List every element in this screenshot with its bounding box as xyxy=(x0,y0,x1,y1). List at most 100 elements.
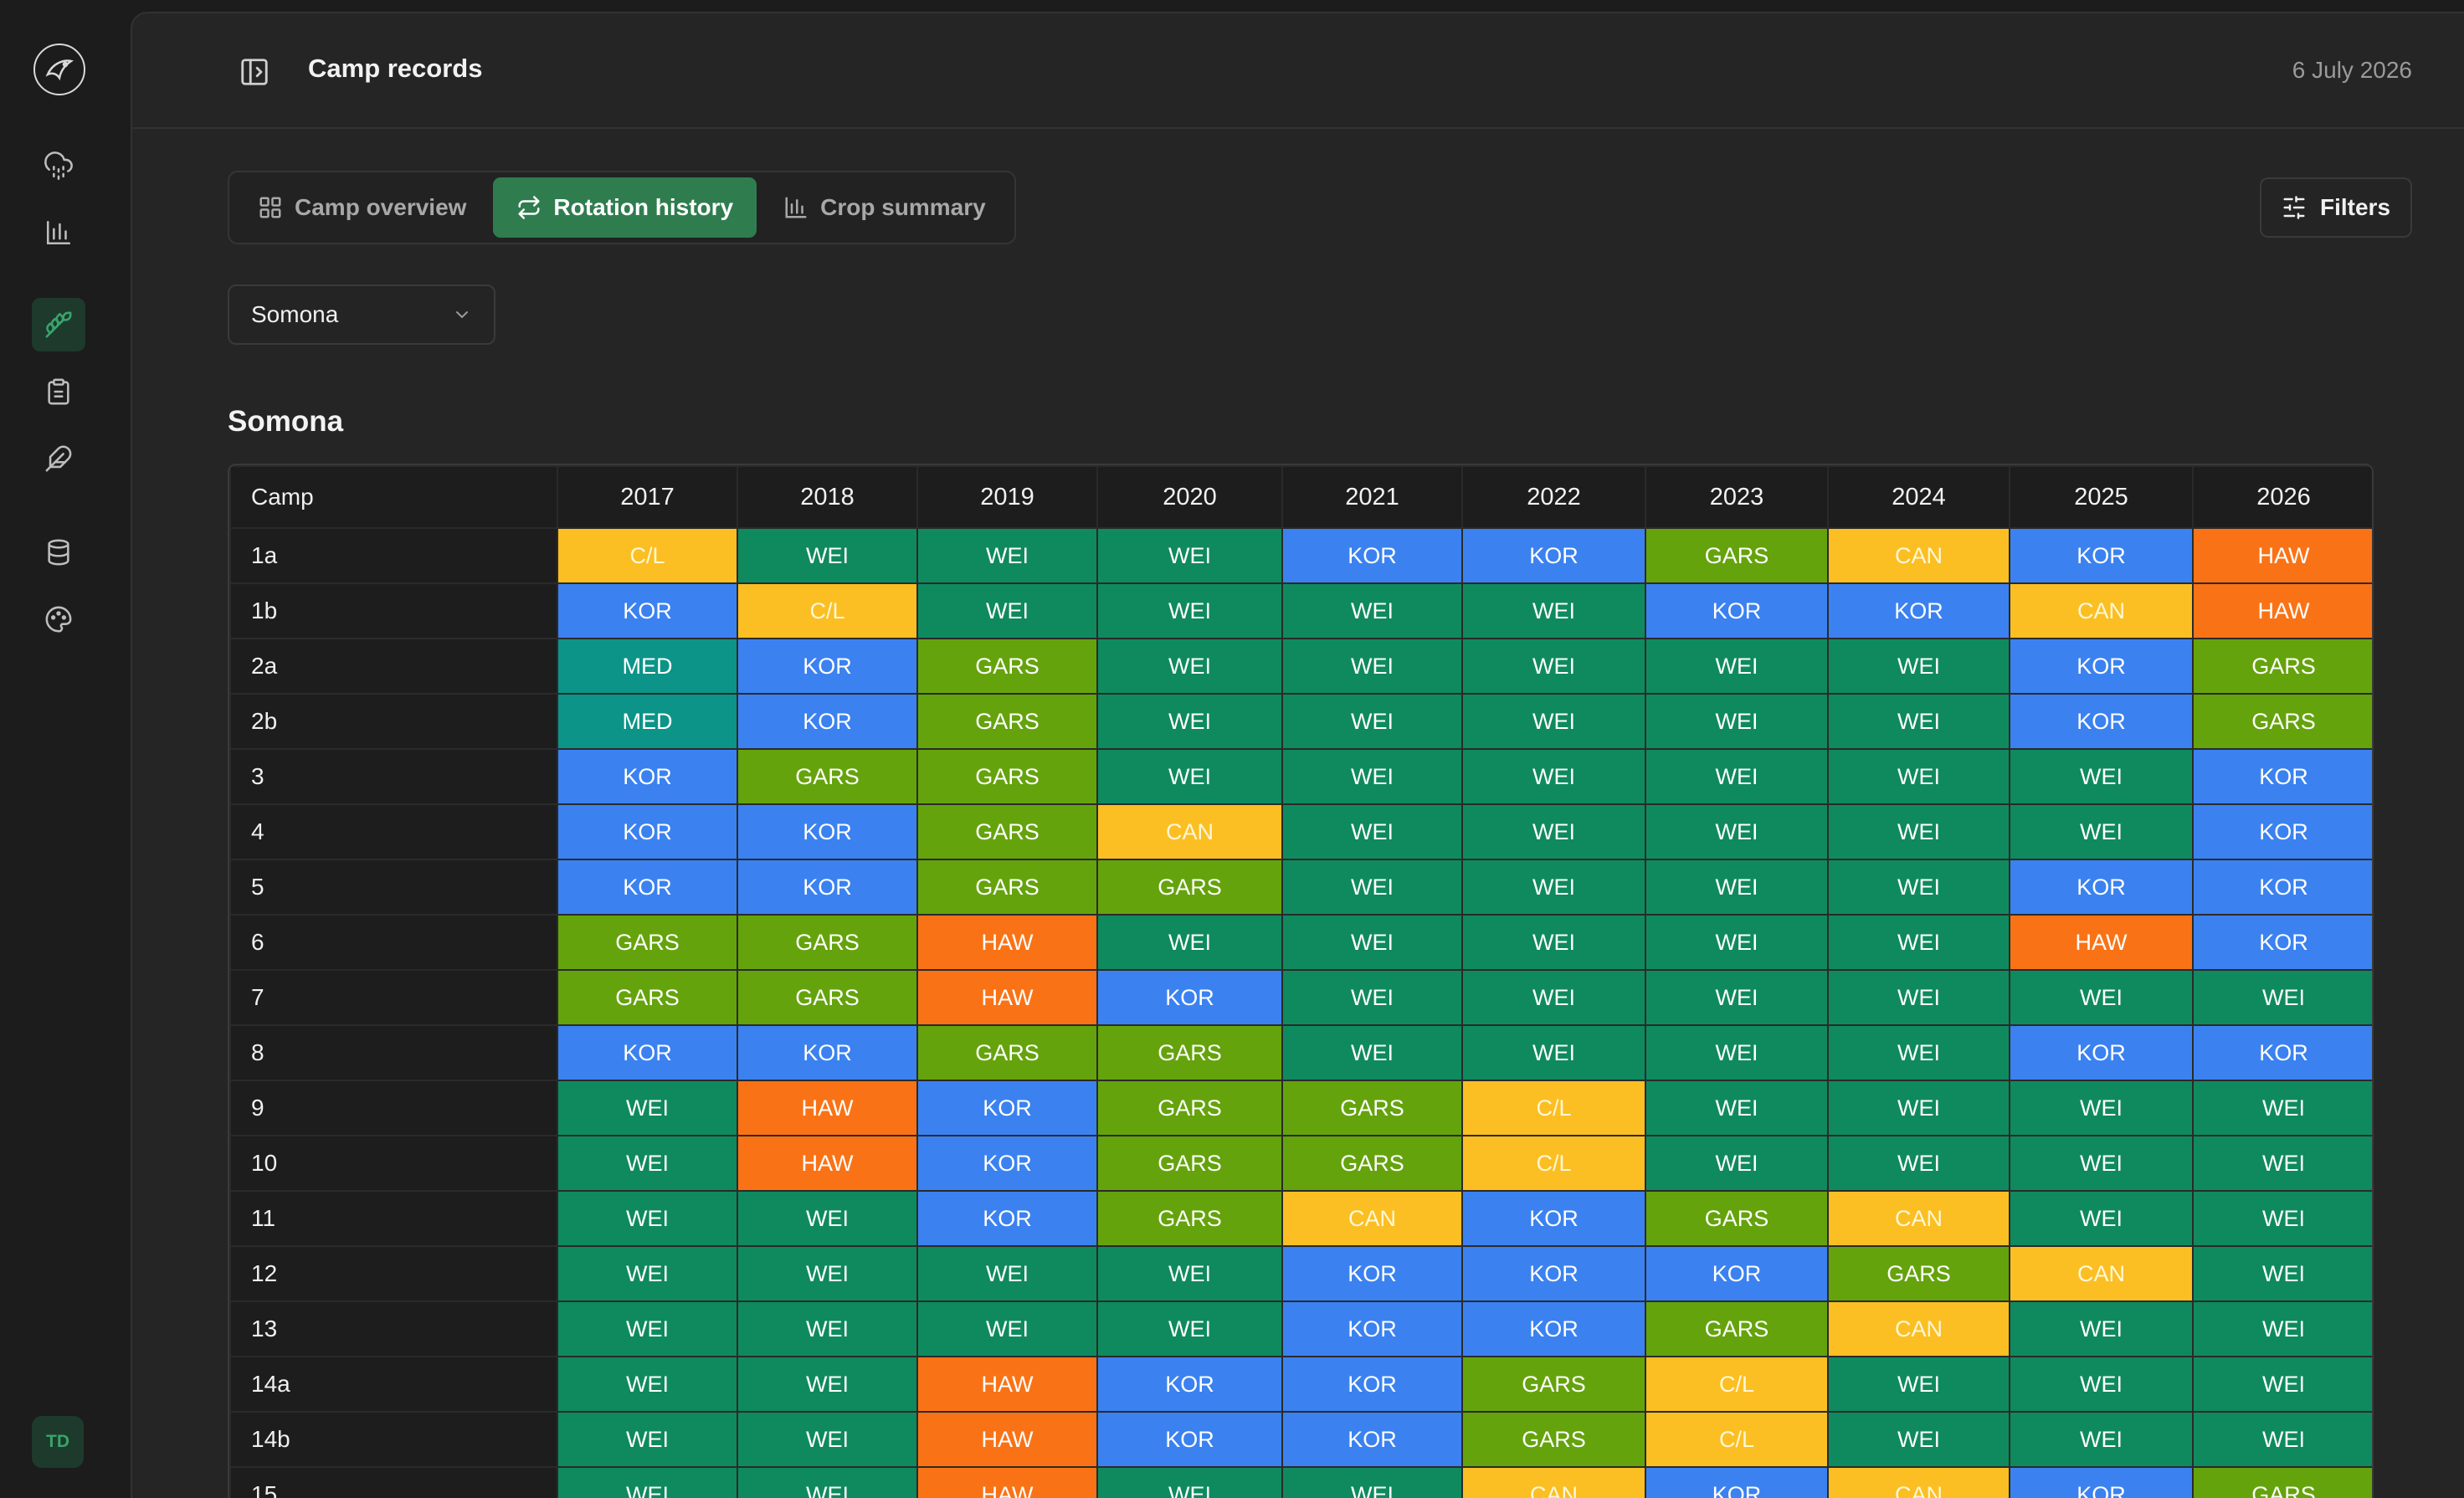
crop-cell[interactable]: KOR xyxy=(2192,859,2372,916)
crop-cell[interactable]: WEI xyxy=(1281,1024,1463,1081)
crop-cell[interactable]: KOR xyxy=(916,1135,1098,1192)
crop-cell[interactable]: WEI xyxy=(1645,1080,1829,1136)
crop-cell[interactable]: GARS xyxy=(916,693,1098,750)
crop-cell[interactable]: WEI xyxy=(2192,1080,2372,1136)
sidebar-item-notes[interactable] xyxy=(32,432,85,485)
crop-cell[interactable]: WEI xyxy=(1461,859,1646,916)
crop-cell[interactable]: GARS xyxy=(1096,1135,1283,1192)
crop-cell[interactable]: HAW xyxy=(2192,582,2372,639)
crop-cell[interactable]: KOR xyxy=(557,1024,738,1081)
filters-button[interactable]: Filters xyxy=(2260,177,2412,238)
user-avatar[interactable]: TD xyxy=(32,1416,84,1468)
crop-cell[interactable]: WEI xyxy=(1645,1024,1829,1081)
crop-cell[interactable]: WEI xyxy=(737,1190,918,1247)
crop-cell[interactable]: GARS xyxy=(557,969,738,1026)
crop-cell[interactable]: CAN xyxy=(1461,1466,1646,1498)
crop-cell[interactable]: WEI xyxy=(1096,914,1283,971)
crop-cell[interactable]: WEI xyxy=(2192,1190,2372,1247)
farm-select[interactable]: Somona xyxy=(228,285,495,345)
crop-cell[interactable]: WEI xyxy=(1281,693,1463,750)
crop-cell[interactable]: WEI xyxy=(1281,969,1463,1026)
crop-cell[interactable]: WEI xyxy=(2192,1135,2372,1192)
crop-cell[interactable]: GARS xyxy=(1461,1411,1646,1468)
crop-cell[interactable]: WEI xyxy=(557,1300,738,1357)
crop-cell[interactable]: WEI xyxy=(2009,1135,2194,1192)
crop-cell[interactable]: KOR xyxy=(557,582,738,639)
crop-cell[interactable]: KOR xyxy=(737,638,918,695)
crop-cell[interactable]: GARS xyxy=(1096,1190,1283,1247)
crop-cell[interactable]: CAN xyxy=(1096,803,1283,860)
crop-cell[interactable]: HAW xyxy=(2009,914,2194,971)
crop-cell[interactable]: WEI xyxy=(557,1080,738,1136)
crop-cell[interactable]: KOR xyxy=(2009,1466,2194,1498)
crop-cell[interactable]: KOR xyxy=(2192,914,2372,971)
crop-cell[interactable]: WEI xyxy=(2192,969,2372,1026)
crop-cell[interactable]: CAN xyxy=(1281,1190,1463,1247)
crop-cell[interactable]: KOR xyxy=(2009,527,2194,584)
crop-cell[interactable]: HAW xyxy=(916,969,1098,1026)
tab-camp-overview[interactable]: Camp overview xyxy=(234,177,490,238)
crop-cell[interactable]: GARS xyxy=(2192,1466,2372,1498)
crop-cell[interactable]: WEI xyxy=(1645,859,1829,916)
crop-cell[interactable]: WEI xyxy=(1827,1356,2010,1413)
crop-cell[interactable]: WEI xyxy=(1096,1245,1283,1302)
crop-cell[interactable]: KOR xyxy=(2192,1024,2372,1081)
crop-cell[interactable]: WEI xyxy=(1827,638,2010,695)
crop-cell[interactable]: CAN xyxy=(2009,1245,2194,1302)
logo-icon[interactable] xyxy=(33,44,85,95)
crop-cell[interactable]: WEI xyxy=(1461,803,1646,860)
crop-cell[interactable]: WEI xyxy=(1096,527,1283,584)
crop-cell[interactable]: KOR xyxy=(1645,1466,1829,1498)
crop-cell[interactable]: WEI xyxy=(1645,748,1829,805)
crop-cell[interactable]: WEI xyxy=(1461,1024,1646,1081)
crop-cell[interactable]: GARS xyxy=(916,1024,1098,1081)
crop-cell[interactable]: KOR xyxy=(557,803,738,860)
crop-cell[interactable]: WEI xyxy=(1461,693,1646,750)
crop-cell[interactable]: WEI xyxy=(1827,1135,2010,1192)
crop-cell[interactable]: KOR xyxy=(1827,582,2010,639)
crop-cell[interactable]: KOR xyxy=(737,1024,918,1081)
crop-cell[interactable]: KOR xyxy=(1281,1411,1463,1468)
crop-cell[interactable]: WEI xyxy=(557,1190,738,1247)
crop-cell[interactable]: KOR xyxy=(737,803,918,860)
crop-cell[interactable]: WEI xyxy=(1461,914,1646,971)
crop-cell[interactable]: WEI xyxy=(557,1356,738,1413)
crop-cell[interactable]: WEI xyxy=(1827,803,2010,860)
crop-cell[interactable]: WEI xyxy=(1461,969,1646,1026)
crop-cell[interactable]: HAW xyxy=(916,1466,1098,1498)
crop-cell[interactable]: WEI xyxy=(1827,1080,2010,1136)
crop-cell[interactable]: WEI xyxy=(1096,748,1283,805)
crop-cell[interactable]: WEI xyxy=(1645,638,1829,695)
crop-cell[interactable]: WEI xyxy=(2009,1411,2194,1468)
sidebar-item-records[interactable] xyxy=(32,365,85,418)
crop-cell[interactable]: GARS xyxy=(737,914,918,971)
crop-cell[interactable]: WEI xyxy=(2192,1245,2372,1302)
crop-cell[interactable]: KOR xyxy=(1461,1300,1646,1357)
crop-cell[interactable]: WEI xyxy=(1096,1300,1283,1357)
crop-cell[interactable]: KOR xyxy=(1461,1245,1646,1302)
crop-cell[interactable]: WEI xyxy=(1827,914,2010,971)
crop-cell[interactable]: KOR xyxy=(1281,1356,1463,1413)
crop-cell[interactable]: WEI xyxy=(2009,803,2194,860)
crop-cell[interactable]: WEI xyxy=(1827,1024,2010,1081)
crop-cell[interactable]: WEI xyxy=(1281,803,1463,860)
crop-cell[interactable]: KOR xyxy=(1461,1190,1646,1247)
crop-cell[interactable]: WEI xyxy=(2192,1356,2372,1413)
crop-cell[interactable]: GARS xyxy=(1281,1080,1463,1136)
sidebar-item-theme[interactable] xyxy=(32,593,85,646)
crop-cell[interactable]: KOR xyxy=(2192,748,2372,805)
crop-cell[interactable]: KOR xyxy=(2009,693,2194,750)
crop-cell[interactable]: WEI xyxy=(737,1466,918,1498)
crop-cell[interactable]: GARS xyxy=(1645,1300,1829,1357)
crop-cell[interactable]: WEI xyxy=(2192,1300,2372,1357)
crop-cell[interactable]: WEI xyxy=(2009,1080,2194,1136)
tab-crop-summary[interactable]: Crop summary xyxy=(760,177,1009,238)
crop-cell[interactable]: GARS xyxy=(737,969,918,1026)
crop-cell[interactable]: WEI xyxy=(1281,638,1463,695)
crop-cell[interactable]: KOR xyxy=(1645,582,1829,639)
crop-cell[interactable]: WEI xyxy=(737,1245,918,1302)
crop-cell[interactable]: KOR xyxy=(1096,1411,1283,1468)
crop-cell[interactable]: WEI xyxy=(1281,1466,1463,1498)
crop-cell[interactable]: WEI xyxy=(1096,693,1283,750)
crop-cell[interactable]: GARS xyxy=(1645,1190,1829,1247)
